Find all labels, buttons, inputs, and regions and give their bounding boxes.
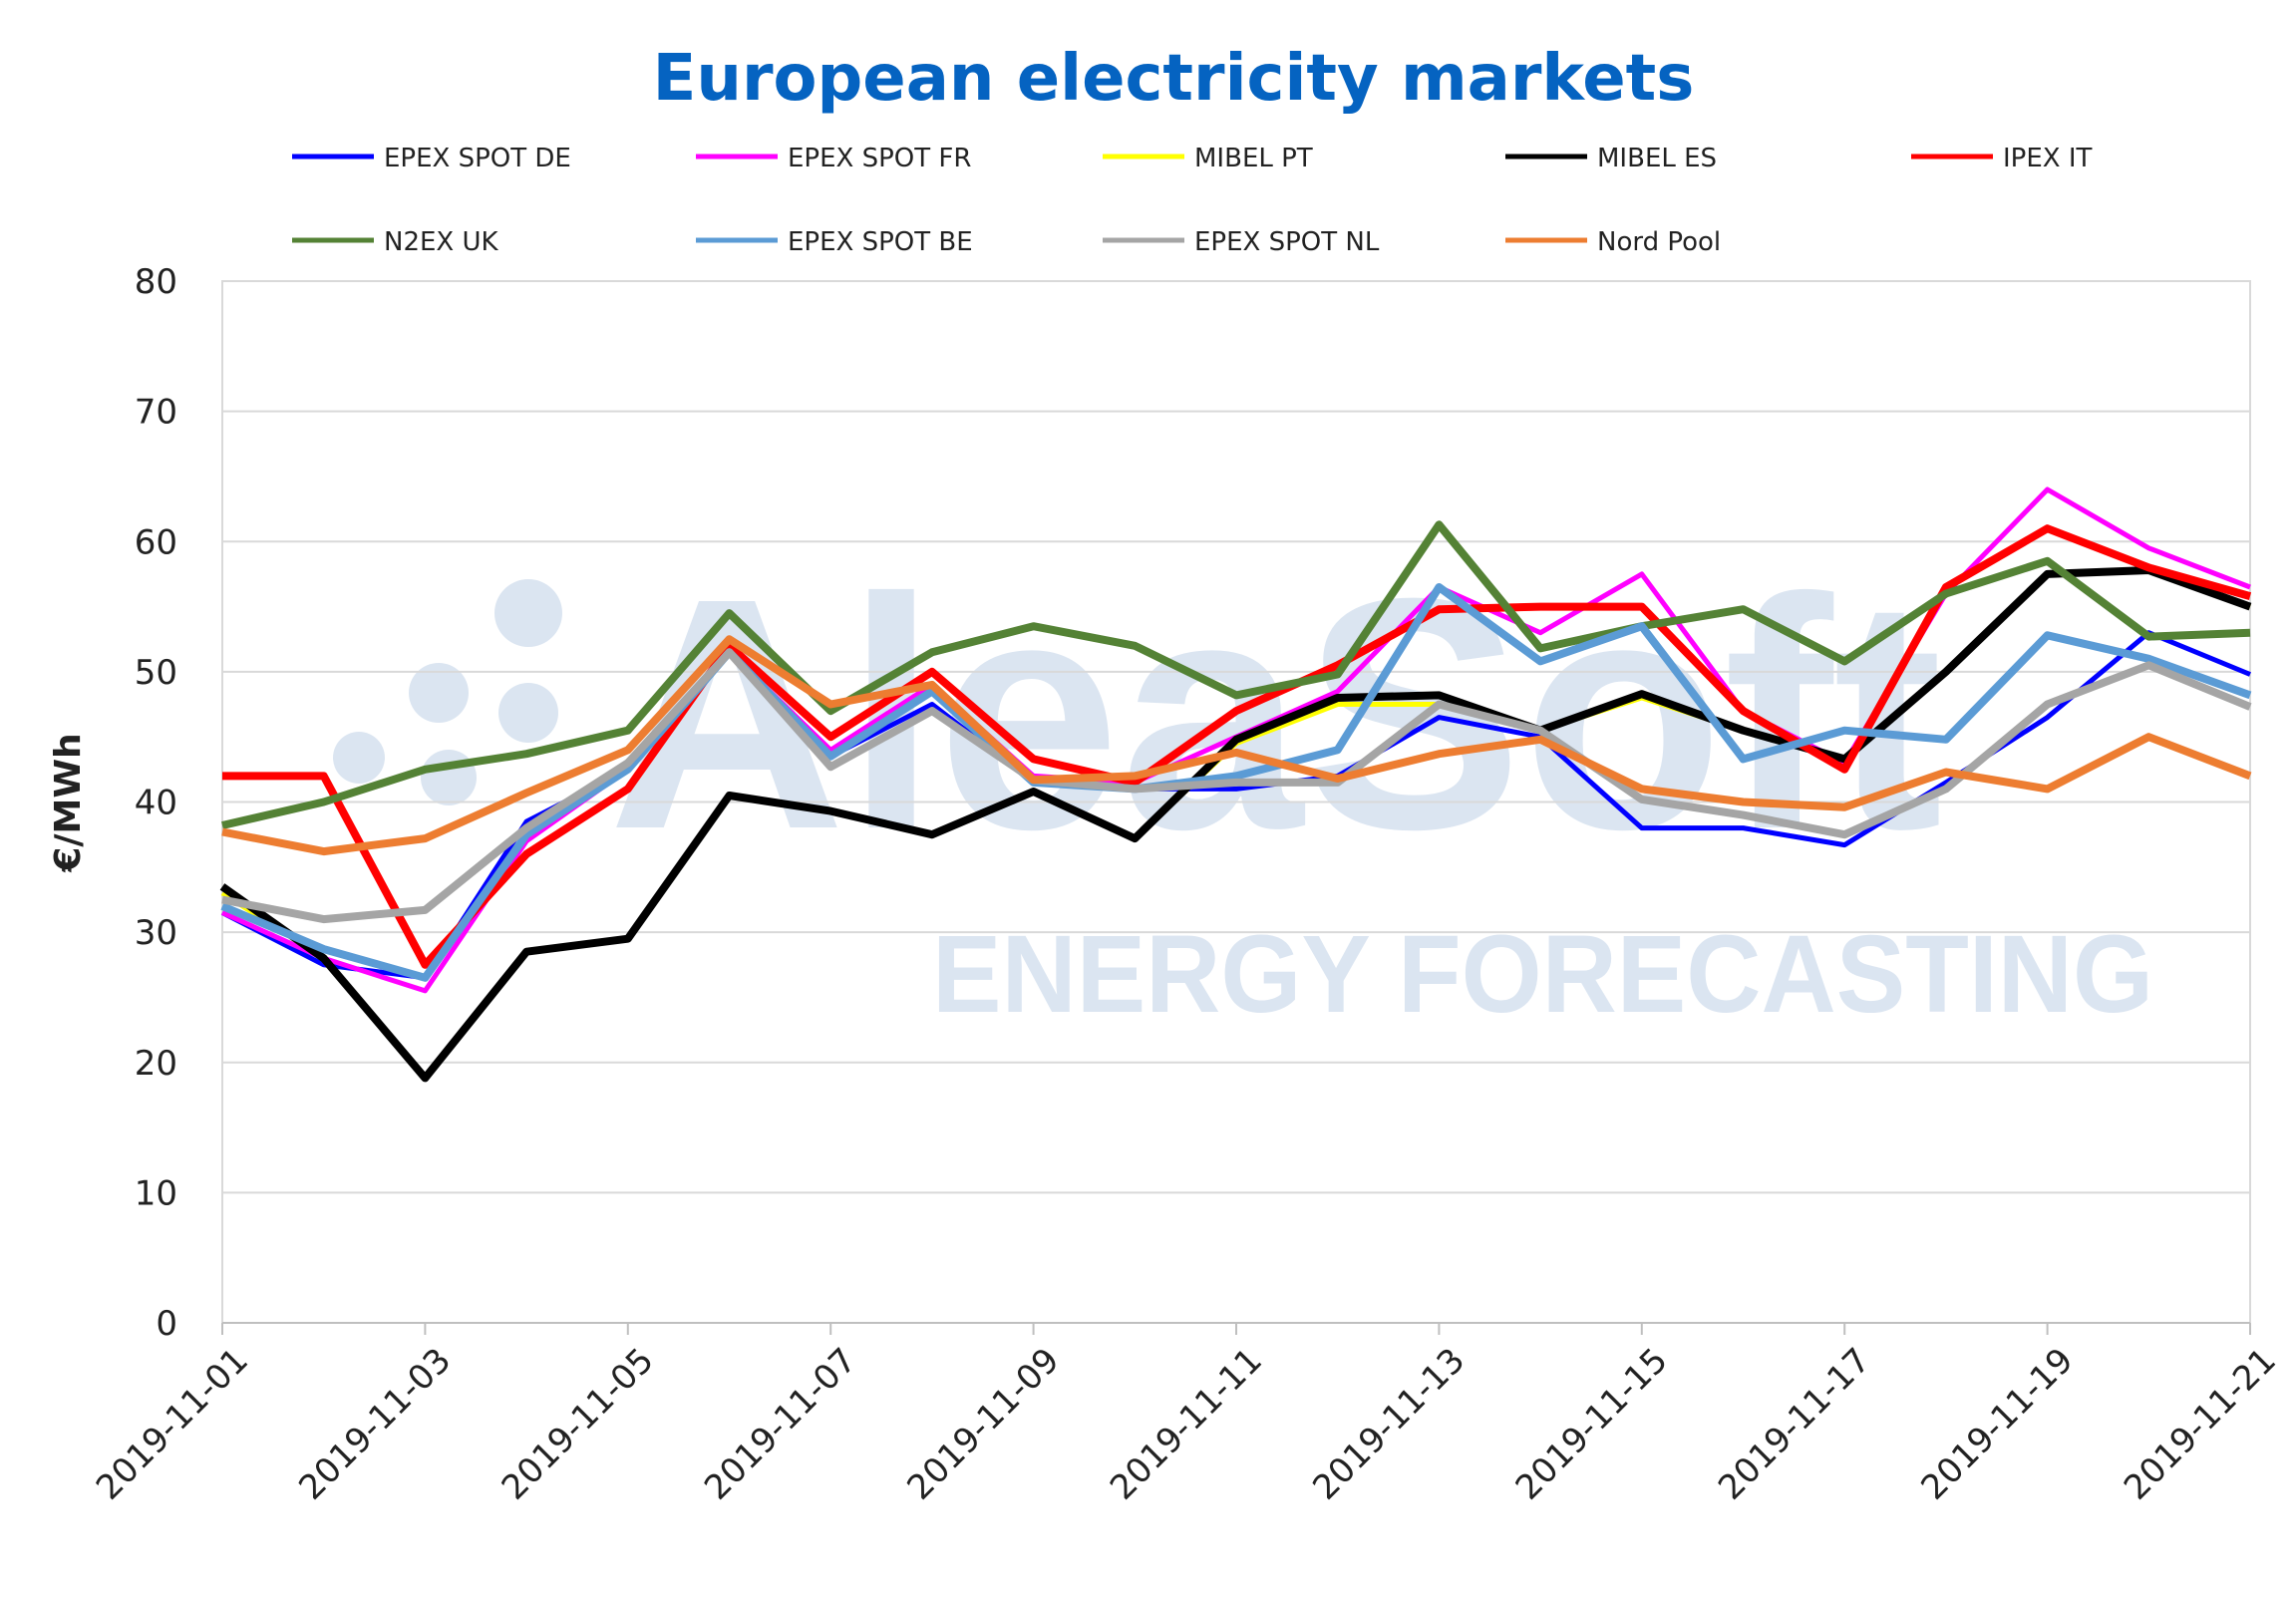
x-tick-label: 2019-11-01 [89,1341,256,1508]
y-tick-label: 80 [135,262,177,302]
series-line-mibel-es [219,566,2252,1083]
x-tick-label: 2019-11-03 [291,1341,459,1508]
legend-label: MIBEL PT [1194,144,1313,173]
series-line-epex-spot-be [220,583,2252,982]
legend-label: IPEX IT [2003,144,2093,173]
watermark-dot [409,663,469,723]
watermark-tagline: ENERGY FORECASTING [932,913,2153,1036]
x-tick-label: 2019-11-11 [1103,1341,1270,1508]
legend-label: Nord Pool [1597,227,1721,257]
y-tick-label: 10 [135,1173,177,1213]
x-tick-label: 2019-11-09 [899,1341,1067,1508]
series-line-epex-spot-nl [221,648,2252,924]
x-tick-label: 2019-11-17 [1711,1341,1878,1508]
x-tick-label: 2019-11-13 [1305,1341,1473,1508]
y-tick-label: 70 [135,393,177,433]
y-tick-label: 60 [135,522,177,562]
legend-label: MIBEL ES [1597,144,1717,173]
y-tick-label: 40 [135,784,177,823]
x-tick-label: 2019-11-15 [1508,1341,1676,1508]
legend: EPEX SPOT DE EPEX SPOT FR MIBEL PT MIBEL ES… [292,144,2093,257]
x-tick-label: 2019-11-07 [697,1341,864,1508]
x-tick-label: 2019-11-19 [1913,1341,2081,1508]
y-axis-label: €/MWh [48,733,89,872]
legend-label: EPEX SPOT BE [788,227,973,257]
y-tick-label: 20 [135,1044,177,1084]
y-tick-label: 50 [135,653,177,693]
watermark-dot [494,579,562,647]
legend-label: EPEX SPOT DE [384,144,571,173]
legend-label: EPEX SPOT FR [788,144,971,173]
y-tick-label: 0 [156,1304,177,1344]
watermark-dot [333,732,385,784]
watermark-dot [421,750,477,805]
x-tick-label: 2019-11-05 [494,1341,662,1508]
series-line-ipex-it [222,524,2252,969]
series-line-n2ex-uk [221,520,2251,829]
y-tick-label: 30 [135,913,177,953]
watermark-dot [498,683,558,743]
legend-label: N2EX UK [384,227,499,257]
series-line-nord-pool [221,635,2252,856]
x-tick-label: 2019-11-21 [2117,1341,2284,1508]
legend-label: EPEX SPOT NL [1194,227,1380,257]
chart-title: European electricity markets [653,42,1695,116]
